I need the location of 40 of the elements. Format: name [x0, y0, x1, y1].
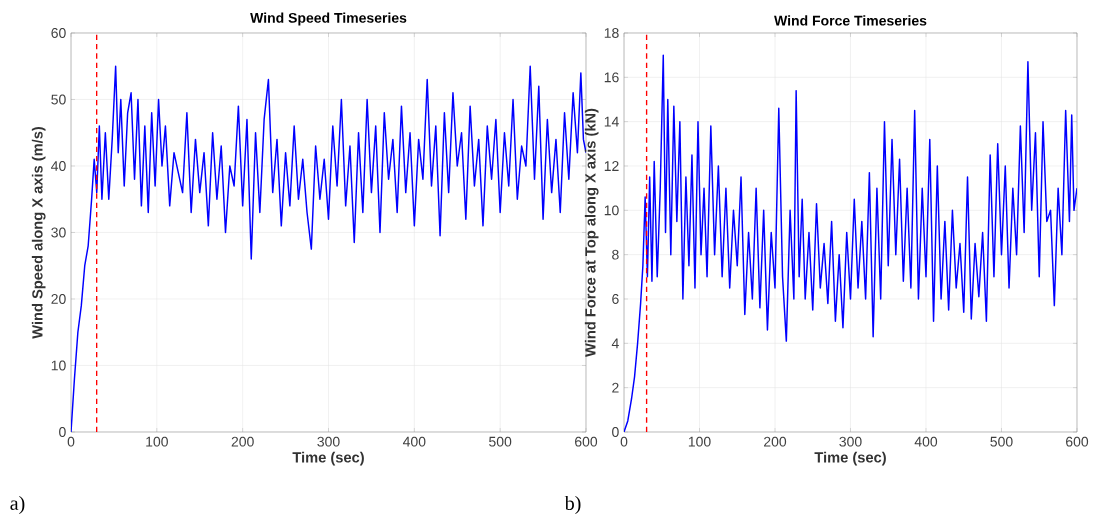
y-tick-label: 6	[612, 294, 619, 304]
y-tick-label: 4	[611, 338, 619, 349]
chart-title: Wind Force Timeseries	[774, 15, 927, 26]
x-tick-label: 100	[146, 436, 168, 447]
y-tick-label: 30	[51, 227, 66, 238]
text: a)	[10, 495, 25, 515]
y-tick-label: 50	[51, 94, 66, 105]
y-tick-label: 40	[51, 161, 66, 171]
x-tick-label: 400	[914, 436, 938, 447]
x-tick-label: 600	[575, 436, 598, 447]
y-tick-label: 12	[604, 161, 619, 171]
x-tick-label: 500	[990, 436, 1013, 447]
x-tick-label: 0	[67, 436, 75, 447]
y-tick-label: 8	[612, 249, 619, 260]
y-tick-label: 60	[51, 28, 66, 38]
y-tick-label: 16	[604, 72, 619, 83]
x-axis-title: Time (sec)	[814, 451, 886, 466]
y-tick-label: 10	[604, 205, 619, 216]
y-tick-label: 18	[604, 28, 619, 38]
y-tick-label: 2	[612, 382, 619, 393]
y-axis-title: Wind Force at Top along X axis (kN)	[584, 108, 599, 357]
x-tick-label: 600	[1066, 436, 1089, 447]
line-series	[624, 54, 1077, 432]
y-tick-label: 0	[612, 427, 619, 437]
x-tick-label: 0	[620, 436, 628, 447]
x-tick-label: 400	[402, 436, 426, 447]
chart-title: Wind Speed Timeseries	[250, 12, 407, 26]
x-tick-label: 300	[317, 436, 340, 447]
y-tick-label: 10	[51, 360, 66, 371]
x-axis-title: Time (sec)	[292, 451, 364, 466]
x-tick-label: 100	[688, 436, 711, 447]
y-tick-label: 14	[604, 116, 619, 127]
x-tick-label: 200	[231, 436, 254, 447]
x-tick-label: 500	[489, 436, 512, 447]
x-tick-label: 200	[764, 436, 787, 447]
y-tick-label: 20	[51, 294, 66, 304]
text: b)	[564, 495, 581, 515]
y-axis-title: Wind Speed along X axis (m/s)	[31, 126, 46, 339]
x-tick-label: 300	[839, 436, 862, 447]
y-tick-label: 0	[59, 427, 66, 437]
